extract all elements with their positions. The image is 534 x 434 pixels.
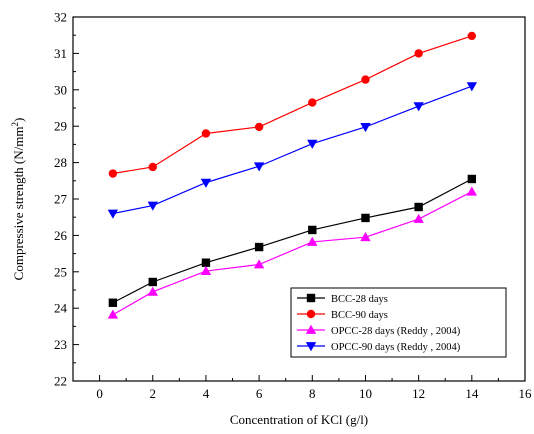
data-point <box>148 162 157 172</box>
x-tick-label: 16 <box>519 386 533 401</box>
legend-item: OPCC-28 days (Reddy , 2004) <box>297 324 461 337</box>
data-point <box>107 209 119 219</box>
series-3 <box>107 186 478 319</box>
legend-box <box>290 287 507 358</box>
data-point <box>307 236 318 246</box>
x-tick-label: 12 <box>412 386 425 401</box>
series-1 <box>108 174 477 307</box>
legend: BCC-28 days BCC-90 days OPCC-28 days (Redd… <box>290 287 507 358</box>
data-point <box>308 225 317 235</box>
legend-label: BCC-90 days <box>331 310 388 321</box>
y-tick-label: 26 <box>54 228 68 243</box>
data-point <box>254 122 264 132</box>
y-tick-label: 31 <box>54 46 67 61</box>
y-tick-label: 23 <box>54 337 67 352</box>
data-point <box>200 265 212 275</box>
legend-label: OPCC-28 days (Reddy , 2004) <box>331 326 461 337</box>
series-line <box>112 35 473 175</box>
x-tick-label: 6 <box>256 386 263 401</box>
y-tick-label: 29 <box>54 119 67 134</box>
data-point <box>413 213 424 223</box>
data-point <box>108 298 118 307</box>
y-tick-label: 32 <box>54 10 67 25</box>
legend-item: BCC-90 days <box>297 309 388 321</box>
series-2 <box>108 31 477 178</box>
legend-swatch-marker <box>305 324 317 334</box>
y-axis-title-close: ) <box>11 118 26 122</box>
data-point <box>413 102 424 112</box>
data-point <box>201 258 211 267</box>
data-point <box>107 309 119 319</box>
data-point <box>414 49 423 58</box>
series-line <box>112 191 473 316</box>
x-tick-label: 4 <box>203 386 210 401</box>
x-tick-label: 10 <box>359 386 372 401</box>
y-tick-label: 30 <box>54 82 67 97</box>
legend-swatch-marker <box>306 293 316 303</box>
series-line <box>112 85 473 215</box>
data-point <box>466 186 478 196</box>
legend-item: OPCC-90 days (Reddy , 2004) <box>297 342 461 353</box>
y-tick-label: 25 <box>54 264 67 279</box>
y-axis-title-sup: 2 <box>10 122 20 127</box>
x-tick-label: 0 <box>96 386 103 401</box>
data-point <box>360 123 371 133</box>
data-point <box>466 82 478 92</box>
data-point <box>254 242 264 252</box>
legend-swatch-marker <box>305 342 317 352</box>
data-point <box>200 178 212 188</box>
series-layer <box>107 31 478 319</box>
y-tick-label: 24 <box>54 301 68 316</box>
data-point <box>467 31 477 41</box>
data-point <box>253 259 265 269</box>
legend-label: OPCC-90 days (Reddy , 2004) <box>331 342 461 353</box>
data-point <box>414 202 423 212</box>
x-tick-label: 2 <box>150 386 157 401</box>
legend-label: BCC-28 days <box>331 294 388 305</box>
data-point <box>253 162 265 172</box>
legend-item: BCC-28 days <box>297 293 388 305</box>
y-tick-label: 22 <box>54 374 67 389</box>
data-point <box>147 201 158 211</box>
series-4 <box>107 82 478 219</box>
data-point <box>108 169 118 178</box>
series-line <box>112 178 473 304</box>
data-point <box>148 277 157 287</box>
data-point <box>361 75 370 84</box>
x-tick-label: 8 <box>309 386 316 401</box>
y-tick-label: 27 <box>54 192 68 207</box>
y-tick-label: 28 <box>54 155 67 170</box>
data-point <box>307 139 318 149</box>
data-point <box>360 232 371 242</box>
y-axis-title: Compressive strength (N/mm2) <box>10 118 26 281</box>
data-point <box>361 213 370 223</box>
data-point <box>147 286 158 296</box>
x-tick-label: 14 <box>465 386 479 401</box>
data-point <box>308 98 317 107</box>
legend-swatch-marker <box>306 309 316 319</box>
data-point <box>201 129 211 138</box>
data-point <box>467 174 477 184</box>
x-axis-title: Concentration of KCl (g/l) <box>230 412 368 427</box>
y-axis-title-main: Compressive strength (N/mm <box>11 127 26 281</box>
